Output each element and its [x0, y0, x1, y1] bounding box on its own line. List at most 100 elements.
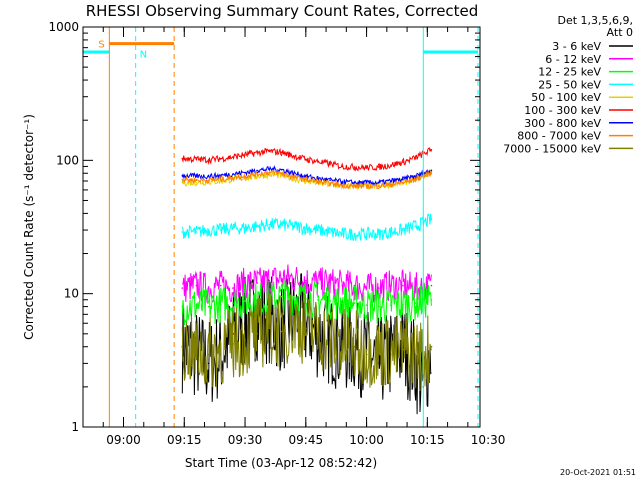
x-tick-label: 10:15 [410, 433, 445, 447]
series-9-point [256, 333, 259, 335]
series-3-point [390, 304, 392, 307]
series-6-point [365, 166, 368, 169]
series-3-point [430, 299, 433, 301]
series-8-point [377, 185, 380, 187]
series-4-point [207, 229, 210, 231]
series-9-point [305, 327, 307, 330]
legend-header-line: Det 1,3,5,6,9, [557, 14, 633, 27]
legend-label: 25 - 50 keV [538, 78, 601, 91]
series-5-point [305, 180, 307, 182]
series-3-point [244, 300, 246, 302]
series-line-3 [181, 279, 432, 326]
footer-timestamp: 20-Oct-2021 01:51 [560, 468, 636, 477]
series-line-4 [181, 213, 432, 241]
series-7-point [353, 181, 356, 184]
series-2-point [219, 284, 222, 287]
legend-label: 800 - 7000 keV [517, 130, 601, 143]
series-6-point [402, 161, 404, 163]
series-2-point [341, 284, 344, 287]
series-9-point [232, 343, 234, 345]
series-6-point [280, 151, 283, 153]
series-2-point [195, 284, 198, 287]
series-8-point [292, 176, 295, 178]
series-6-point [317, 160, 319, 163]
series-6-point [268, 150, 271, 152]
legend-label: 12 - 25 keV [538, 66, 601, 79]
axes: 1 10 100 1000 09:00 09:15 09:30 09:45 10:00 10:15… [48, 20, 505, 447]
series-7-point [181, 174, 184, 177]
series-3-point [353, 302, 356, 304]
series-line-6 [181, 147, 432, 172]
series-7-point [414, 175, 417, 177]
series-6-point [414, 157, 417, 159]
series-4-point [244, 227, 246, 229]
series-9-point [390, 350, 392, 353]
series-2-point [377, 287, 380, 289]
series-2-point [317, 282, 319, 284]
series-6-point [390, 164, 392, 166]
series-6-point [256, 151, 259, 154]
series-7-point [390, 180, 392, 182]
series-line-8 [181, 169, 432, 190]
y-tick-label: 1 [71, 420, 79, 434]
series-4-point [292, 225, 295, 228]
series-9-point [268, 327, 271, 330]
series-4-point [181, 231, 184, 233]
series-3-point [232, 302, 234, 304]
series-6-point [219, 157, 222, 160]
y-axis-label: Corrected Count Rate (s⁻¹ detector⁻¹) [22, 114, 36, 340]
series-9-point [219, 348, 222, 351]
series-9-point [341, 343, 344, 345]
series-9-point [181, 345, 184, 348]
series-7-point [329, 179, 331, 181]
series-9-point [317, 333, 319, 335]
series-6-point [341, 165, 344, 168]
series-2-point [268, 279, 271, 282]
x-tick-label: 09:30 [228, 433, 263, 447]
series-8-point [353, 185, 356, 187]
series-6-point [181, 157, 184, 160]
series-2-point [414, 287, 417, 289]
series-9-point [292, 322, 295, 325]
series-9-point [207, 353, 210, 356]
series-6-point [329, 163, 331, 165]
plot-area [181, 147, 433, 415]
series-6-point [353, 166, 356, 168]
series-2-point [430, 284, 433, 287]
series-5-point [195, 181, 198, 184]
series-8-point [305, 178, 307, 181]
series-9-point [430, 345, 433, 348]
series-4-point [268, 223, 271, 226]
series-3-point [402, 303, 404, 306]
series-1-point [207, 362, 210, 365]
series-1-point [244, 322, 246, 325]
series-7-point [268, 168, 271, 170]
legend-label: 7000 - 15000 keV [503, 142, 601, 155]
series-9-point [280, 330, 283, 333]
series-8-point [365, 185, 368, 187]
x-axis-label: Start Time (03-Apr-12 08:52:42) [185, 456, 377, 470]
chart-title: RHESSI Observing Summary Count Rates, Co… [86, 2, 479, 20]
saa-label: S [98, 40, 104, 51]
series-3-point [377, 305, 380, 308]
series-3-point [329, 300, 331, 302]
series-8-point [181, 178, 184, 181]
x-tick-label: 09:15 [167, 433, 202, 447]
legend-label: 300 - 800 keV [524, 117, 601, 130]
series-8-point [280, 172, 283, 175]
series-4-point [365, 233, 368, 235]
series-3-point [317, 299, 319, 301]
series-2-point [181, 287, 184, 289]
series-8-point [329, 182, 331, 185]
series-8-point [244, 175, 246, 177]
series-6-point [207, 159, 210, 161]
legend-label: 3 - 6 keV [552, 40, 601, 53]
x-tick-label: 10:30 [471, 433, 506, 447]
series-4-point [329, 231, 331, 233]
legend-label: 6 - 12 keV [545, 53, 601, 66]
series-4-point [341, 233, 344, 235]
series-8-point [390, 183, 392, 186]
series-7-point [292, 172, 295, 175]
